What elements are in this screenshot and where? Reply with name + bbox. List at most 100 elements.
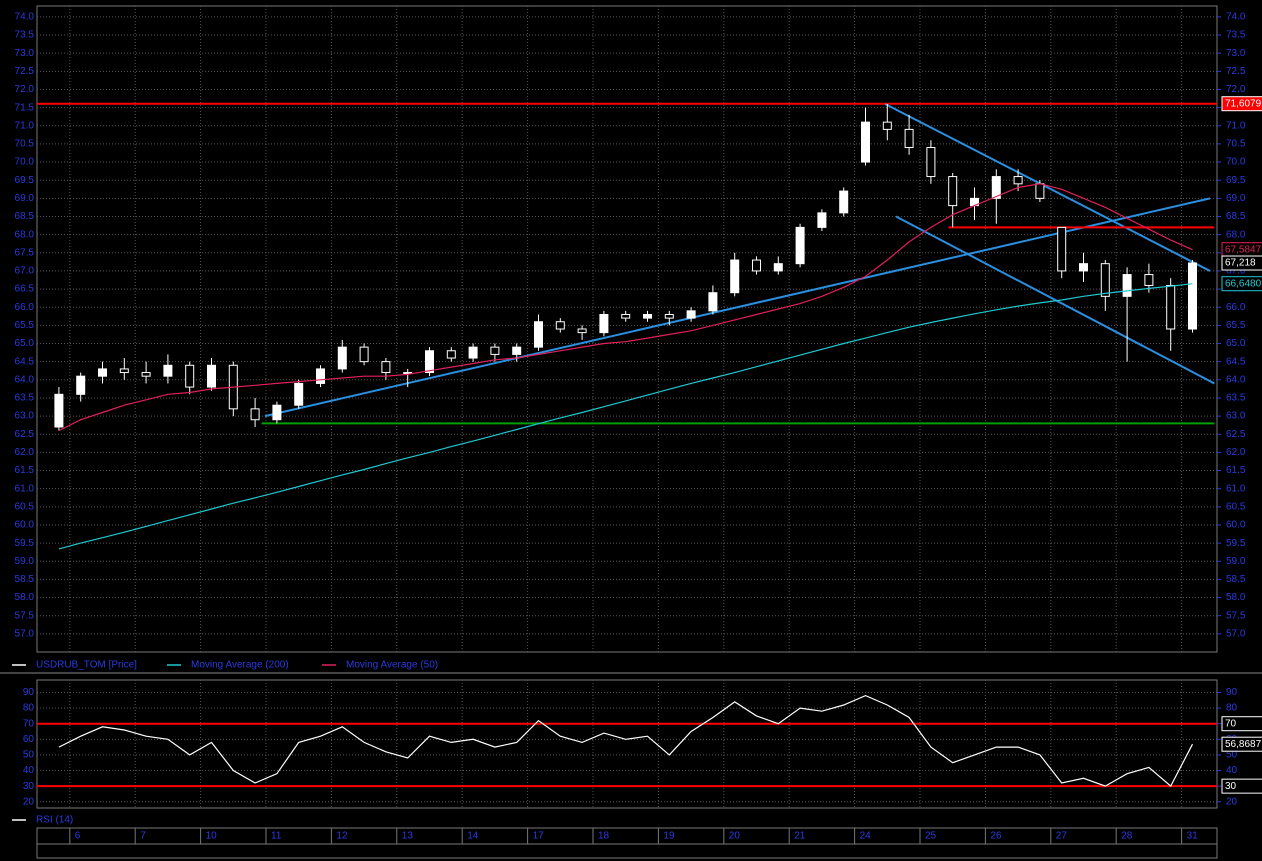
candle-body — [708, 292, 718, 312]
candle-body — [817, 212, 827, 228]
candle-body — [926, 147, 936, 178]
y-tick-label-right: 58.5 — [1226, 574, 1246, 585]
x-tick-label: 11 — [271, 831, 282, 842]
value-marker-box — [1221, 255, 1262, 271]
x-tick-label: 28 — [1121, 831, 1133, 842]
y-tick-label: 64.0 — [15, 374, 35, 385]
y-tick-label: 70.0 — [15, 157, 35, 168]
candle-body — [904, 128, 914, 149]
x-tick-label: 25 — [925, 831, 937, 842]
y-tick-label: 62.5 — [15, 429, 35, 440]
x-tick-label: 6 — [75, 831, 81, 842]
candle-body — [141, 372, 151, 377]
y-tick-label: 58.5 — [15, 574, 35, 585]
candle-body — [185, 364, 195, 388]
candle-body — [163, 364, 173, 377]
y-tick-label-right: 73.0 — [1226, 48, 1246, 59]
y-tick-label-right: 67.0 — [1226, 266, 1246, 277]
candle-body — [490, 346, 500, 355]
x-tick-label: 18 — [598, 831, 610, 842]
y-tick-label-right: 74.0 — [1226, 12, 1246, 23]
candle-body — [76, 375, 86, 395]
candle-body — [1079, 263, 1088, 272]
y-tick-label-right: 68.0 — [1226, 229, 1246, 240]
x-tick-label: 13 — [402, 831, 414, 842]
y-tick-label: 40 — [23, 765, 35, 776]
x-tick-label: 24 — [860, 831, 872, 842]
y-tick-label-right: 59.5 — [1226, 538, 1246, 549]
candle-body — [1100, 263, 1110, 297]
candle-body — [555, 321, 565, 330]
x-tick-label: 31 — [1187, 831, 1199, 842]
y-tick-label-right: 80 — [1226, 703, 1238, 714]
y-tick-label: 20 — [23, 796, 35, 807]
y-tick-label-right: 63.0 — [1226, 411, 1246, 422]
y-tick-label-right: 71.0 — [1226, 120, 1246, 131]
y-tick-label-right: 70.0 — [1226, 157, 1246, 168]
y-tick-label: 67.5 — [15, 247, 35, 258]
y-tick-label-right: 65.5 — [1226, 320, 1246, 331]
y-tick-label-right: 50 — [1226, 750, 1238, 761]
y-tick-label: 65.0 — [15, 338, 35, 349]
y-tick-label-right: 62.5 — [1226, 429, 1246, 440]
x-tick-label: 10 — [206, 831, 218, 842]
y-tick-label-right: 68.5 — [1226, 211, 1246, 222]
y-tick-label: 67.0 — [15, 266, 35, 277]
candle-body — [643, 313, 652, 319]
y-tick-label: 70.5 — [15, 139, 35, 150]
y-tick-label: 73.0 — [15, 48, 35, 59]
candle-body — [54, 393, 64, 428]
candle-body — [446, 350, 456, 359]
y-tick-label-right: 69.5 — [1226, 175, 1246, 186]
y-tick-label-right: 61.0 — [1226, 483, 1246, 494]
y-tick-label-right: 57.5 — [1226, 610, 1246, 621]
y-tick-label-right: 62.0 — [1226, 447, 1246, 458]
candle-body — [250, 408, 260, 421]
y-tick-label: 69.0 — [15, 193, 35, 204]
candle-body — [621, 313, 631, 319]
y-tick-label-right: 20 — [1226, 796, 1238, 807]
candle-body — [1122, 274, 1132, 297]
candle-body — [119, 368, 129, 374]
candle-body — [337, 346, 347, 370]
y-tick-label: 90 — [23, 687, 35, 698]
candle-body — [861, 121, 870, 163]
candle-body — [948, 176, 958, 207]
candle-body — [795, 226, 805, 265]
x-tick-label: 26 — [990, 831, 1002, 842]
candle-body — [1166, 284, 1176, 330]
y-tick-label: 65.5 — [15, 320, 35, 331]
y-tick-label: 68.5 — [15, 211, 35, 222]
price-panel — [36, 5, 1218, 653]
candle-body — [1035, 183, 1045, 199]
candle-body — [316, 368, 325, 384]
candle-body — [839, 190, 849, 214]
y-tick-label-right: 57.0 — [1226, 628, 1246, 639]
candle-body — [381, 361, 391, 374]
y-tick-label: 69.5 — [15, 175, 35, 186]
series-line — [58, 183, 1193, 432]
x-tick-label: 7 — [140, 831, 146, 842]
legend-label: Moving Average (200) — [191, 660, 289, 671]
y-tick-label-right: 58.0 — [1226, 592, 1246, 603]
trend-line — [264, 197, 1211, 418]
x-tick-label: 27 — [1056, 831, 1068, 842]
candle-body — [686, 310, 696, 319]
y-tick-label: 66.0 — [15, 302, 35, 313]
y-tick-label: 61.0 — [15, 483, 35, 494]
y-tick-label: 57.5 — [15, 610, 35, 621]
value-marker-box — [1221, 778, 1262, 794]
candle-body — [664, 313, 674, 319]
candle-body — [359, 346, 369, 363]
series-line — [58, 283, 1193, 550]
legend-label: USDRUB_TOM [Price] — [36, 660, 137, 671]
candle-body — [1144, 274, 1154, 286]
y-tick-label-right: 73.5 — [1226, 30, 1246, 41]
candle-body — [1188, 262, 1197, 330]
y-tick-label-right: 59.0 — [1226, 556, 1246, 567]
y-tick-label: 73.5 — [15, 30, 35, 41]
y-tick-label: 57.0 — [15, 628, 35, 639]
candle-body — [991, 176, 1001, 199]
